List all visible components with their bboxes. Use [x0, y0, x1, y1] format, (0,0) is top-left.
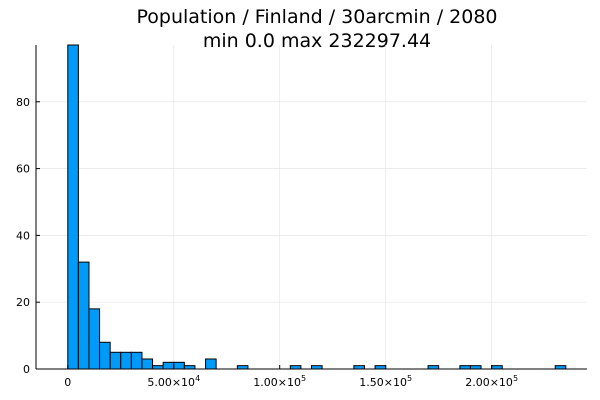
chart-title-line-2: min 0.0 max 232297.44	[203, 30, 431, 52]
histogram-bar	[88, 308, 101, 370]
histogram-bar	[109, 351, 122, 370]
y-tick-label: 20	[16, 296, 30, 309]
histogram-bar	[173, 361, 185, 370]
y-tick-label: 40	[16, 229, 30, 242]
grid-layer	[36, 45, 587, 370]
histogram-bar	[469, 365, 482, 370]
histogram-bar	[141, 358, 154, 370]
bars-layer	[67, 44, 567, 370]
axes-layer	[35, 45, 587, 370]
histogram-bar	[205, 358, 217, 370]
histogram-bar	[183, 365, 196, 370]
x-tick-label: 5.00×104	[147, 374, 200, 389]
histogram-bar	[120, 351, 132, 370]
y-tick-label: 0	[23, 363, 30, 376]
histogram-bar	[554, 365, 567, 370]
histogram-bar	[491, 365, 503, 370]
histogram-bar	[459, 365, 471, 370]
histogram-bar	[236, 365, 249, 370]
y-tick-label: 60	[16, 163, 30, 176]
histogram-bar	[67, 44, 79, 370]
histogram-bar	[289, 365, 302, 370]
x-tick-label: 1.00×105	[253, 374, 306, 389]
x-tick-label: 1.50×105	[359, 374, 412, 389]
histogram-bar	[162, 361, 175, 370]
histogram-bar	[152, 365, 164, 370]
y-tick-label: 80	[16, 96, 30, 109]
histogram-bar	[77, 261, 90, 370]
histogram-bar	[130, 351, 143, 370]
x-tick-label: 2.00×105	[465, 374, 518, 389]
histogram-bar	[374, 365, 387, 370]
histogram-bar	[353, 365, 365, 370]
ticks-layer: 0 20 40 60 80 0 5.00×104 1.00×105 1.50×105 2.00×1…	[16, 96, 518, 389]
histogram-bar	[311, 365, 323, 370]
x-tick-label: 0	[64, 376, 71, 389]
chart-title-line-1: Population / Finland / 30arcmin / 2080	[137, 6, 498, 28]
histogram-bar	[427, 365, 440, 370]
histogram-bar	[99, 341, 111, 370]
